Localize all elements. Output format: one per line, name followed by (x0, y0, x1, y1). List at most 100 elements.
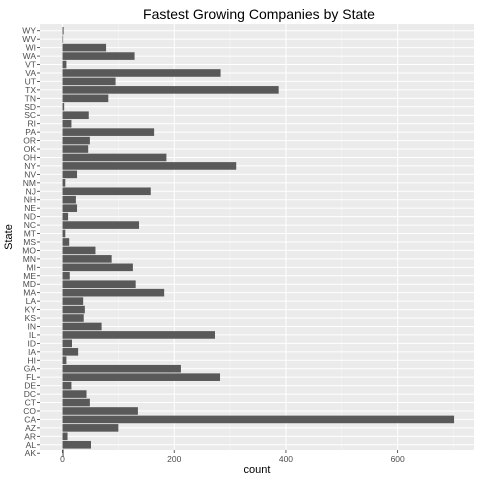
bar-ok (62, 145, 89, 153)
bar-la (62, 297, 84, 305)
y-tick-label-ar: AR (24, 431, 36, 441)
bar-ky (62, 305, 85, 314)
y-tick-label-ct: CT (25, 398, 36, 408)
y-tick-label-wv: WV (22, 34, 36, 44)
y-tick-label-co: CO (23, 406, 36, 416)
x-tick-label-0: 0 (60, 454, 65, 464)
bar-ri (62, 119, 72, 128)
bar-wi (62, 43, 107, 52)
y-tick-label-ks: KS (25, 313, 37, 323)
bar-nv (62, 170, 78, 179)
y-tick-label-sd: SD (24, 102, 36, 112)
bar-hi (62, 356, 67, 365)
bar-nd (62, 212, 69, 221)
bar-mo (62, 246, 96, 255)
y-tick-label-va: VA (25, 68, 36, 78)
x-axis-ticks: 0 200 400 600 (60, 450, 405, 464)
bar-dc (62, 390, 87, 398)
y-tick-label-fl: FL (26, 372, 36, 382)
y-tick-label-nm: NM (23, 178, 36, 188)
y-tick-label-ak: AK (25, 448, 37, 458)
y-tick-label-mi: MI (27, 262, 36, 272)
y-tick-label-mo: MO (22, 245, 36, 255)
bar-sd (62, 102, 65, 111)
y-tick-label-id: ID (28, 338, 37, 348)
y-tick-label-ri: RI (28, 119, 37, 129)
bar-wa (62, 52, 135, 60)
bar-wv (62, 35, 64, 43)
y-tick-label-az: AZ (25, 423, 36, 433)
y-tick-label-mn: MN (23, 254, 36, 264)
x-tick-label-200: 200 (167, 454, 181, 464)
y-tick-label-md: MD (23, 279, 36, 289)
y-tick-label-ok: OK (24, 144, 37, 154)
y-axis-title: State (3, 224, 15, 250)
y-tick-label-ga: GA (24, 364, 37, 374)
bar-tn (62, 94, 109, 103)
bar-in (62, 322, 102, 331)
y-tick-label-la: LA (26, 296, 37, 306)
y-tick-label-ne: NE (24, 203, 36, 213)
bar-nc (62, 221, 140, 229)
bar-me (62, 271, 70, 280)
bar-ut (62, 77, 116, 86)
y-tick-label-sc: SC (24, 110, 36, 120)
y-tick-label-vt: VT (25, 60, 36, 70)
bar-mn (62, 255, 112, 263)
bar-ma (62, 288, 165, 297)
bar-id (62, 339, 72, 348)
y-tick-label-nv: NV (24, 169, 36, 179)
bar-nj (62, 187, 151, 196)
bar-va (62, 69, 221, 77)
y-axis-ticks: AKALARAZCACOCTDCDEFLGAHIIAIDILINKSKYLAMA… (22, 26, 40, 458)
bar-nm (62, 179, 66, 187)
chart-title: Fastest Growing Companies by State (143, 6, 375, 22)
bar-ia (62, 348, 79, 356)
y-tick-label-nd: ND (24, 212, 36, 222)
bar-tx (62, 86, 279, 94)
y-tick-label-il: IL (29, 330, 36, 340)
y-tick-label-tx: TX (25, 85, 36, 95)
bar-ga (62, 364, 181, 373)
x-axis-title: count (244, 464, 271, 476)
bar-ak (62, 449, 64, 458)
y-tick-label-hi: HI (28, 355, 37, 365)
y-tick-label-nj: NJ (26, 186, 36, 196)
y-tick-label-in: IN (28, 321, 37, 331)
bar-ks (62, 314, 84, 322)
bar-fl (62, 373, 221, 381)
bars (62, 26, 455, 458)
bar-ms (62, 238, 70, 246)
bar-pa (62, 128, 155, 136)
bar-ar (62, 432, 68, 441)
y-tick-label-ca: CA (24, 414, 36, 424)
y-tick-label-wa: WA (23, 51, 37, 61)
y-tick-label-al: AL (26, 440, 37, 450)
bar-mi (62, 263, 133, 272)
bar-wy (62, 26, 64, 35)
y-tick-label-wy: WY (22, 26, 36, 36)
y-tick-label-mt: MT (24, 229, 36, 239)
y-tick-label-wi: WI (26, 43, 36, 53)
bar-il (62, 331, 215, 339)
bar-de (62, 381, 72, 390)
y-tick-label-dc: DC (24, 389, 36, 399)
bar-ca (62, 415, 455, 424)
bar-co (62, 407, 138, 415)
bar-mt (62, 229, 66, 238)
y-tick-label-or: OR (23, 136, 36, 146)
bar-ny (62, 162, 237, 170)
bar-ne (62, 204, 78, 212)
bar-md (62, 280, 136, 289)
bar-oh (62, 153, 167, 162)
bar-nh (62, 195, 76, 204)
y-tick-label-de: DE (24, 381, 36, 391)
y-tick-label-nc: NC (24, 220, 36, 230)
x-tick-label-400: 400 (279, 454, 293, 464)
y-tick-label-tn: TN (25, 93, 36, 103)
grid-lines (40, 24, 474, 454)
bar-al (62, 440, 91, 449)
y-tick-label-ms: MS (23, 237, 36, 247)
bar-vt (62, 60, 67, 69)
